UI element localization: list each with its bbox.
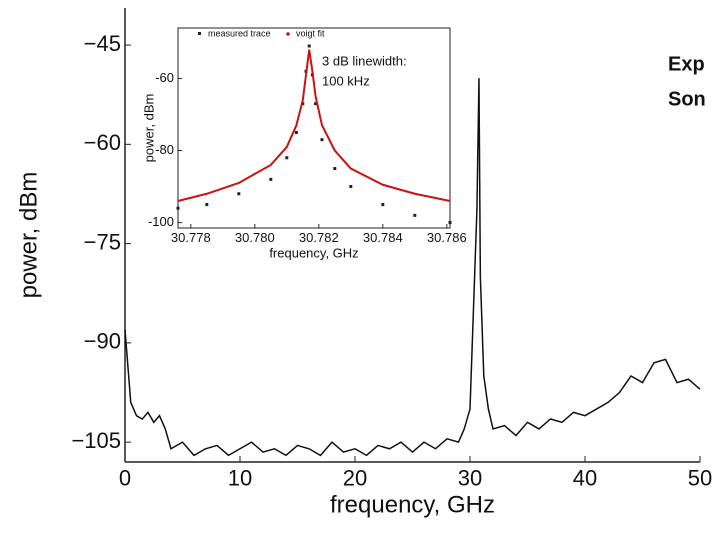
data-point [349, 185, 353, 189]
x-tick-label: 50 [688, 465, 712, 490]
x-axis-label: frequency, GHz [330, 491, 495, 518]
legend-label: voigt fit [296, 28, 325, 38]
inset-frame [177, 27, 451, 229]
x-axis-label: frequency, GHz [269, 245, 358, 260]
data-point [294, 131, 298, 135]
annotation: Son [668, 88, 706, 110]
data-line [177, 49, 451, 202]
x-tick-label: 30.780 [235, 230, 275, 245]
x-tick-label: 0 [119, 465, 131, 490]
data-point [237, 192, 241, 196]
y-tick-label: −60 [84, 130, 121, 155]
data-point [307, 44, 311, 48]
annotation: 3 dB linewidth: [322, 53, 407, 68]
x-tick-label: 30.782 [299, 230, 339, 245]
x-tick-label: 30.786 [427, 230, 467, 245]
y-tick-label: -100 [148, 214, 174, 229]
y-axis-label: power, dBm [141, 94, 156, 163]
x-tick-label: 30.778 [171, 230, 211, 245]
data-point [381, 203, 385, 207]
data-point [314, 102, 318, 106]
x-tick-label: 10 [228, 465, 252, 490]
data-point [413, 213, 417, 217]
y-axis-label: power, dBm [15, 172, 42, 299]
data-line [124, 78, 701, 457]
data-point [205, 203, 209, 207]
y-tick-label: -80 [155, 142, 174, 157]
data-point [269, 177, 273, 181]
legend-marker [286, 32, 290, 36]
legend-label: measured trace [208, 28, 271, 38]
annotation: Exp [668, 53, 705, 75]
x-tick-label: 30 [458, 465, 482, 490]
legend-marker [198, 32, 201, 35]
data-point [285, 156, 289, 160]
y-tick-label: −45 [84, 31, 121, 56]
y-tick-label: -60 [155, 70, 174, 85]
x-tick-label: 20 [343, 465, 367, 490]
y-tick-label: −75 [84, 229, 121, 254]
y-tick-label: −90 [84, 329, 121, 354]
x-tick-label: 30.784 [363, 230, 403, 245]
y-tick-label: −105 [71, 428, 121, 453]
data-point [448, 221, 452, 225]
data-point [333, 167, 337, 171]
data-point [320, 138, 324, 142]
annotation: 100 kHz [322, 73, 370, 88]
data-point [176, 206, 180, 210]
x-tick-label: 40 [573, 465, 597, 490]
